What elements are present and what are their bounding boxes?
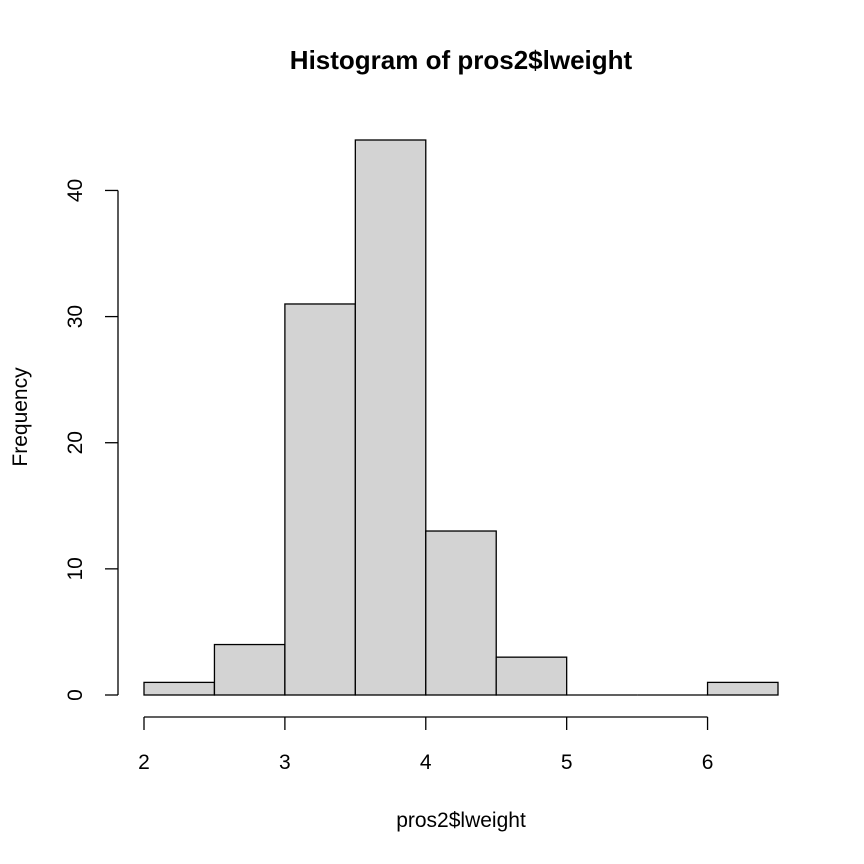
y-tick-label-3: 30 — [64, 305, 87, 328]
x-tick-label-3: 5 — [561, 751, 573, 774]
y-axis: 0 10 20 30 40 — [64, 179, 119, 701]
histogram-bar-4 — [425, 530, 497, 696]
x-tick-label-2: 4 — [420, 751, 432, 774]
chart-title: Histogram of pros2$lweight — [290, 45, 633, 75]
histogram-bar-1 — [213, 643, 286, 696]
y-tick-label-2: 20 — [64, 431, 87, 454]
x-tick-label-0: 2 — [138, 751, 150, 774]
x-tick-label-4: 6 — [702, 751, 714, 774]
y-tick-label-4: 40 — [64, 179, 87, 202]
histogram-bar-2 — [284, 303, 356, 696]
bars-group — [143, 139, 779, 696]
x-axis: 2 3 4 5 6 — [138, 716, 714, 774]
y-tick-label-1: 10 — [64, 557, 87, 580]
histogram-bar-3 — [354, 139, 427, 696]
x-tick-label-1: 3 — [279, 751, 291, 774]
x-axis-label: pros2$lweight — [396, 809, 526, 832]
histogram-bar-0 — [143, 681, 216, 696]
y-axis-label: Frequency — [9, 367, 32, 467]
histogram-bar-8 — [706, 681, 779, 696]
histogram-bar-5 — [495, 656, 568, 696]
y-tick-label-0: 0 — [64, 689, 87, 701]
